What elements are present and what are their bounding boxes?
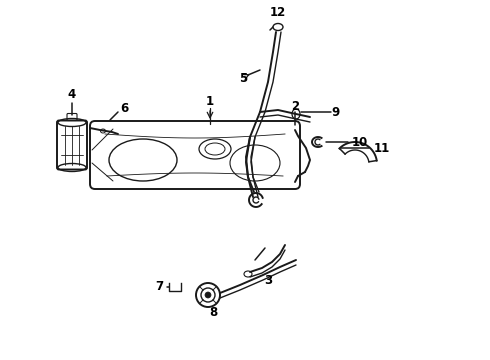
Text: 10: 10 [352,135,368,149]
Text: 5: 5 [239,72,247,85]
Text: 3: 3 [264,274,272,287]
Text: 11: 11 [373,142,390,155]
Text: 7: 7 [155,280,163,293]
Text: 8: 8 [209,306,217,319]
Ellipse shape [205,292,211,298]
Text: 2: 2 [291,99,299,112]
Text: 4: 4 [68,88,76,101]
Text: 9: 9 [332,105,340,118]
Text: 12: 12 [270,5,286,18]
Text: 6: 6 [120,102,128,114]
Text: 1: 1 [206,95,214,108]
